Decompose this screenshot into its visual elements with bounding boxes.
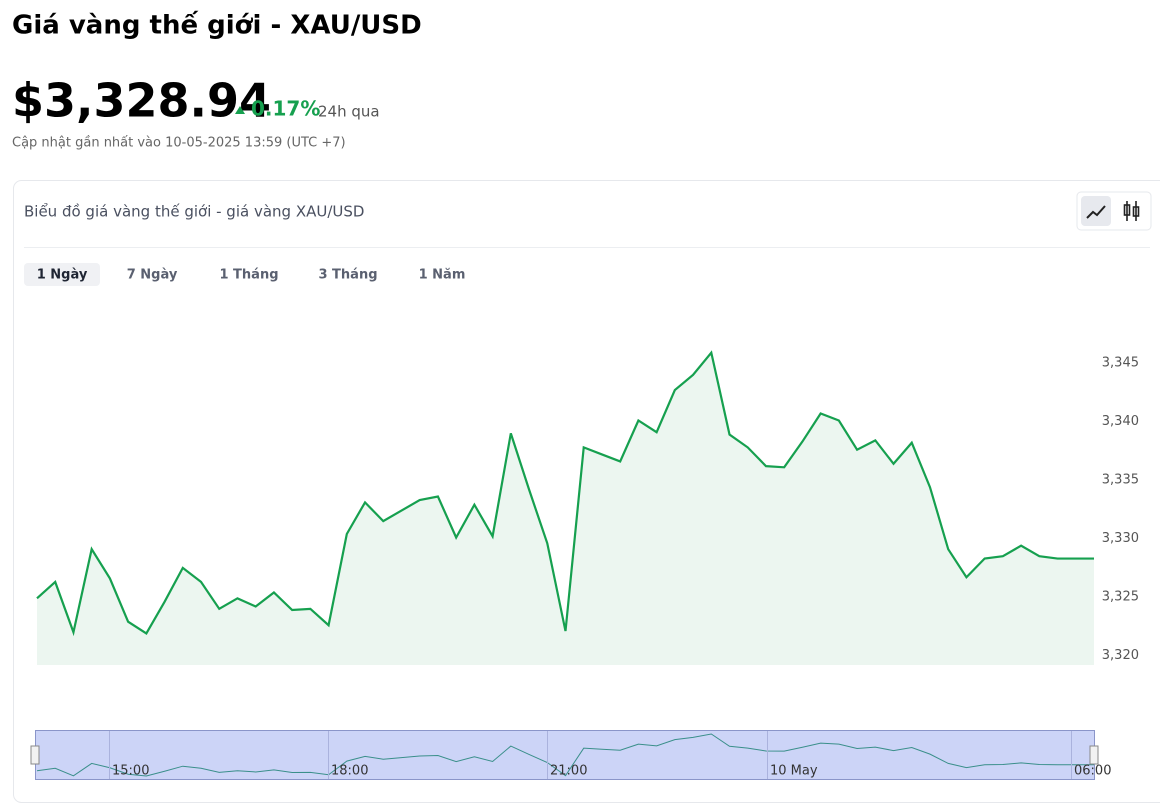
y-tick-label: 3,325: [1102, 590, 1139, 605]
change: 0.17%: [251, 97, 320, 121]
chart-title: Biểu đồ giá vàng thế giới - giá vàng XAU…: [24, 203, 364, 221]
y-tick-label: 3,335: [1102, 473, 1139, 488]
tab[interactable]: 1 Tháng: [219, 268, 278, 283]
y-tick-label: 3,345: [1102, 356, 1139, 371]
tab[interactable]: 1 Năm: [419, 268, 466, 283]
navigator-label: 21:00: [550, 764, 587, 779]
navigator-label: 15:00: [112, 764, 149, 779]
tab[interactable]: 7 Ngày: [127, 268, 178, 283]
navigator-handle[interactable]: [1090, 746, 1098, 764]
updated: Cập nhật gần nhất vào 10-05-2025 13:59 (…: [12, 136, 346, 151]
navigator-label: 06:00: [1074, 764, 1111, 779]
navigator-label: 18:00: [331, 764, 368, 779]
tab[interactable]: 3 Tháng: [318, 268, 377, 283]
tab[interactable]: 1 Ngày: [37, 268, 88, 283]
navigator-label: 10 May: [770, 764, 818, 779]
y-tick-label: 3,340: [1102, 414, 1139, 429]
navigator-handle[interactable]: [31, 746, 39, 764]
price: $3,328.94: [12, 74, 271, 128]
line-chart-button[interactable]: [1081, 196, 1111, 226]
change-period: 24h qua: [318, 103, 380, 121]
y-tick-label: 3,320: [1102, 648, 1139, 663]
page-title: Giá vàng thế giới - XAU/USD: [12, 10, 422, 41]
y-tick-label: 3,330: [1102, 531, 1139, 546]
